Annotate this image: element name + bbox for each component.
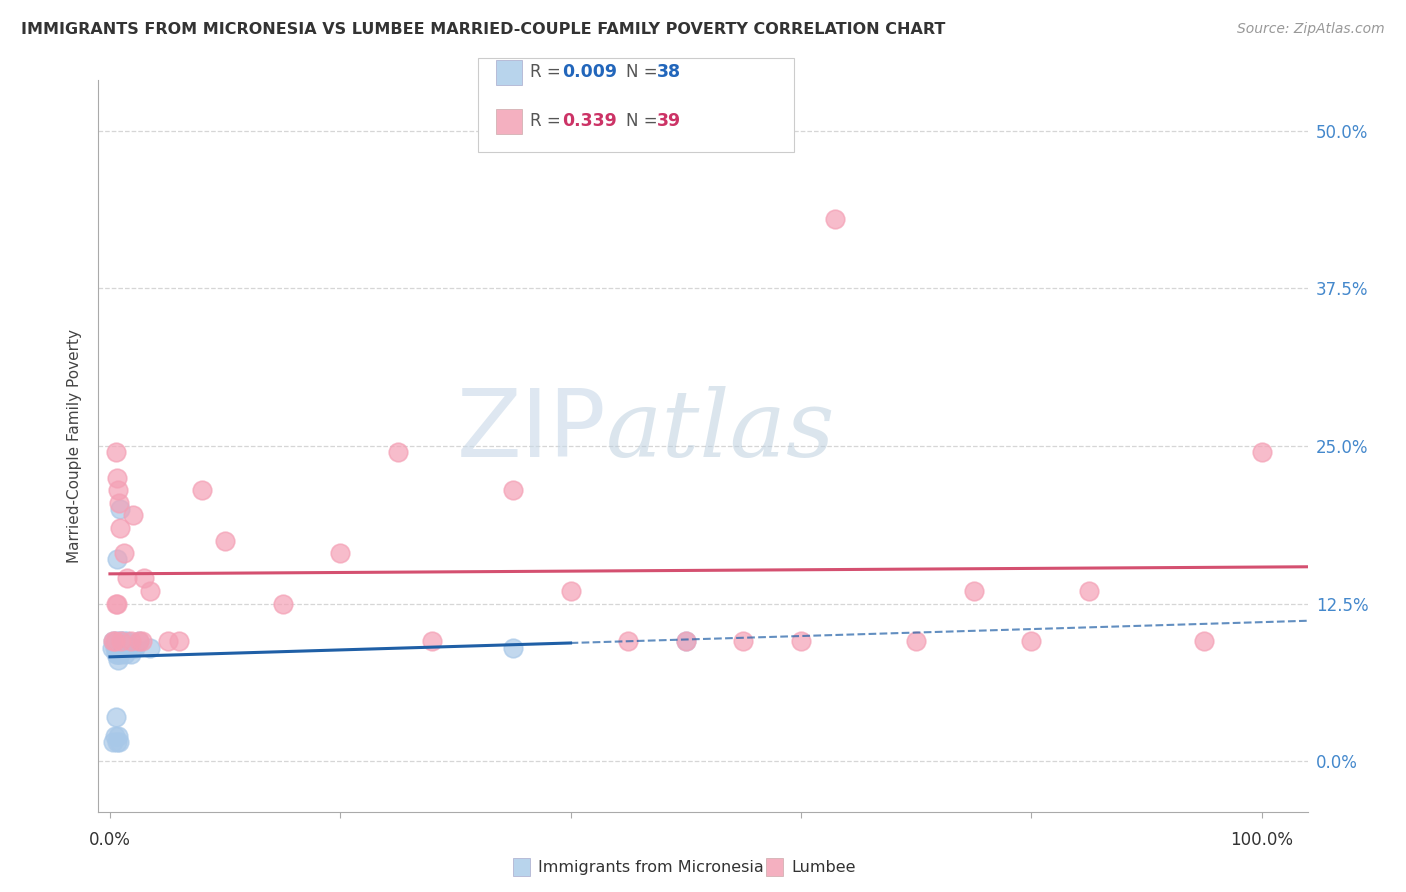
Point <box>108 735 131 749</box>
Point <box>502 640 524 655</box>
Point <box>107 729 129 743</box>
Point <box>139 640 162 655</box>
Text: atlas: atlas <box>606 386 835 476</box>
Text: 100.0%: 100.0% <box>1230 830 1294 848</box>
Point <box>329 546 352 560</box>
Text: 39: 39 <box>657 112 681 130</box>
Text: Lumbee: Lumbee <box>792 860 856 874</box>
Point <box>105 647 128 661</box>
Point <box>110 647 132 661</box>
Point <box>103 640 125 655</box>
Point <box>110 634 132 648</box>
Point <box>1250 445 1272 459</box>
Point <box>108 496 131 510</box>
Point <box>115 634 138 648</box>
Point <box>124 640 146 655</box>
Point <box>117 640 139 655</box>
Point <box>105 597 128 611</box>
Point <box>134 571 156 585</box>
Point <box>271 597 294 611</box>
Point <box>110 640 132 655</box>
Point <box>1019 634 1042 648</box>
Point <box>115 571 138 585</box>
Point <box>560 584 582 599</box>
Point <box>167 634 190 648</box>
Point <box>422 634 444 648</box>
Point <box>1192 634 1215 648</box>
Point <box>112 634 135 648</box>
Point <box>112 546 135 560</box>
Point <box>131 634 153 648</box>
Point <box>115 640 138 655</box>
Point <box>105 735 128 749</box>
Point <box>128 634 150 648</box>
Point <box>103 634 125 648</box>
Point <box>107 483 129 497</box>
Text: Source: ZipAtlas.com: Source: ZipAtlas.com <box>1237 22 1385 37</box>
Point <box>105 470 128 484</box>
Point <box>122 508 145 523</box>
Point <box>962 584 984 599</box>
Point <box>120 647 142 661</box>
Point <box>905 634 928 648</box>
Point <box>191 483 214 497</box>
Point <box>103 634 125 648</box>
Point <box>104 647 127 661</box>
Point <box>502 483 524 497</box>
Point <box>733 634 755 648</box>
Point <box>824 212 846 227</box>
Point <box>107 640 129 655</box>
Point <box>104 634 127 648</box>
Point <box>110 502 132 516</box>
Text: IMMIGRANTS FROM MICRONESIA VS LUMBEE MARRIED-COUPLE FAMILY POVERTY CORRELATION C: IMMIGRANTS FROM MICRONESIA VS LUMBEE MAR… <box>21 22 945 37</box>
Text: 0.009: 0.009 <box>562 63 617 81</box>
Text: Immigrants from Micronesia: Immigrants from Micronesia <box>538 860 765 874</box>
Point <box>387 445 409 459</box>
Point <box>103 729 125 743</box>
Point <box>104 445 127 459</box>
Text: N =: N = <box>626 112 662 130</box>
Point <box>110 634 132 648</box>
Point <box>107 653 129 667</box>
Point <box>156 634 179 648</box>
Text: 0.0%: 0.0% <box>89 830 131 848</box>
Point <box>105 552 128 566</box>
Point <box>617 634 640 648</box>
Text: N =: N = <box>626 63 662 81</box>
Point <box>104 710 127 724</box>
Point <box>104 597 127 611</box>
Point <box>111 640 134 655</box>
Point <box>128 634 150 648</box>
Point <box>114 647 136 661</box>
Point <box>110 521 132 535</box>
Point <box>675 634 697 648</box>
Point <box>108 640 131 655</box>
Point <box>101 640 124 655</box>
Text: R =: R = <box>530 112 567 130</box>
Point <box>122 640 145 655</box>
Text: 38: 38 <box>657 63 681 81</box>
Text: 0.339: 0.339 <box>562 112 617 130</box>
Text: ZIP: ZIP <box>457 385 606 477</box>
Point <box>110 640 132 655</box>
Point <box>103 735 125 749</box>
Point <box>120 634 142 648</box>
Point <box>139 584 162 599</box>
Point <box>103 634 125 648</box>
Y-axis label: Married-Couple Family Poverty: Married-Couple Family Poverty <box>67 329 83 563</box>
Point <box>214 533 236 548</box>
Text: R =: R = <box>530 63 567 81</box>
Point <box>110 634 132 648</box>
Point <box>105 640 128 655</box>
Point <box>108 647 131 661</box>
Point <box>1077 584 1099 599</box>
Point <box>675 634 697 648</box>
Point <box>112 640 135 655</box>
Point <box>790 634 813 648</box>
